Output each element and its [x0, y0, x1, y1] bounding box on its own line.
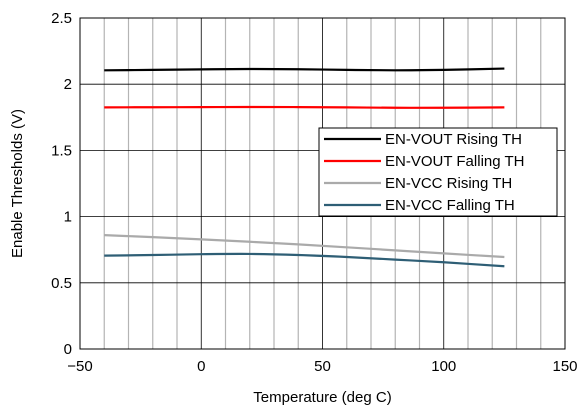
legend-box — [318, 127, 558, 217]
x-tick-labels: −50 0 50 100 150 — [67, 358, 577, 375]
y-tick-label: 2.5 — [51, 10, 72, 27]
y-tick-label: 1.5 — [51, 142, 72, 159]
x-tick-label: 50 — [314, 358, 331, 375]
x-axis-label: Temperature (deg C) — [253, 389, 391, 406]
y-tick-label: 0.5 — [51, 275, 72, 292]
y-tick-label: 0 — [64, 341, 72, 358]
y-axis-label: Enable Thresholds (V) — [9, 109, 26, 258]
series-line-1 — [104, 67, 505, 72]
plot-frame — [79, 17, 566, 350]
y-tick-label: 2 — [64, 76, 72, 93]
series-line-2 — [104, 105, 505, 109]
series-lines — [104, 67, 505, 268]
x-tick-label: 0 — [197, 358, 205, 375]
series-line-3 — [104, 234, 505, 259]
legend-entry-label: EN-VOUT Rising TH — [385, 131, 522, 148]
legend: EN-VOUT Rising TH EN-VOUT Falling TH EN-VC… — [318, 127, 558, 217]
y-tick-label: 1 — [64, 209, 72, 226]
series-line-4 — [104, 252, 505, 268]
legend-entry-label: EN-VCC Rising TH — [385, 175, 512, 192]
x-tick-label: 100 — [431, 358, 456, 375]
y-tick-labels: 0 0.5 1 1.5 2 2.5 — [51, 10, 72, 358]
x-tick-label: 150 — [552, 358, 577, 375]
legend-entry-label: EN-VCC Falling TH — [385, 197, 515, 214]
legend-entry-label: EN-VOUT Falling TH — [385, 153, 524, 170]
x-tick-label: −50 — [67, 358, 92, 375]
